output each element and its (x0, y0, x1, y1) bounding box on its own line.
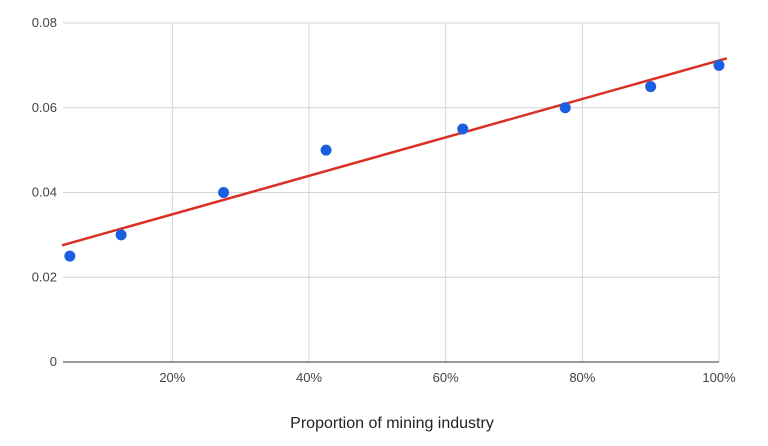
data-point (713, 59, 725, 71)
trendline-layer (61, 57, 728, 247)
data-point (457, 123, 469, 135)
data-point (559, 102, 571, 114)
y-tick-label: 0.08 (32, 15, 57, 30)
data-point (320, 144, 332, 156)
trendline (61, 57, 728, 247)
y-tick-label: 0.06 (32, 100, 57, 115)
data-point (115, 229, 127, 241)
x-tick-label: 40% (296, 370, 322, 385)
x-tick-label: 100% (702, 370, 736, 385)
data-point (218, 187, 230, 198)
x-tick-label: 80% (569, 370, 595, 385)
data-point (645, 81, 657, 93)
tick-label-layer: 0 0.02 0.04 0.06 0.08 20% 40% 60% 80% 100% (32, 15, 736, 385)
y-tick-label: 0.02 (32, 269, 57, 284)
x-axis-title: Proportion of mining industry (290, 415, 494, 432)
y-tick-label: 0.04 (32, 185, 57, 200)
x-tick-label: 20% (159, 370, 185, 385)
y-tick-label: 0 (50, 354, 57, 369)
x-tick-label: 60% (433, 370, 459, 385)
data-points-layer (64, 59, 725, 262)
grid-layer (63, 22, 720, 363)
data-point (64, 250, 76, 262)
